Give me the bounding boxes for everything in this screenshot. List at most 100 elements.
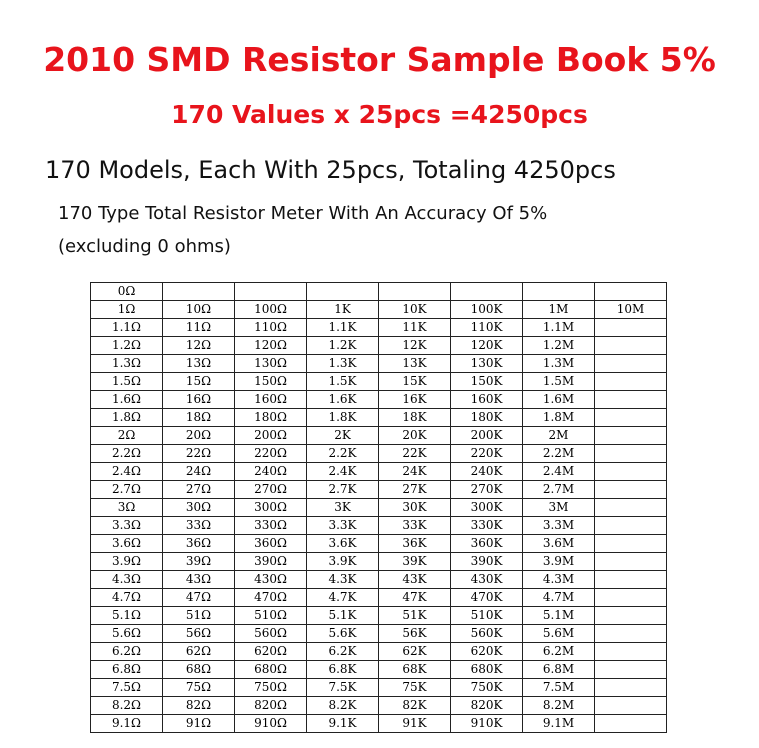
table-cell: 2.7M	[522, 480, 595, 499]
table-cell: 56Ω	[162, 624, 235, 643]
table-cell: 1.5M	[522, 372, 595, 391]
table-cell: 680K	[450, 660, 523, 679]
table-cell: 180Ω	[234, 408, 307, 427]
table-cell: 270Ω	[234, 480, 307, 499]
table-cell: 1.6M	[522, 390, 595, 409]
table-cell: 1.1K	[306, 318, 379, 337]
table-cell: 68Ω	[162, 660, 235, 679]
table-cell: 33K	[378, 516, 451, 535]
table-cell: 750Ω	[234, 678, 307, 697]
table-cell	[450, 282, 523, 301]
table-cell: 9.1M	[522, 714, 595, 733]
table-cell: 82Ω	[162, 696, 235, 715]
table-cell: 910K	[450, 714, 523, 733]
table-cell	[594, 354, 667, 373]
table-cell: 8.2K	[306, 696, 379, 715]
table-cell: 2.2K	[306, 444, 379, 463]
table-row: 1Ω 10Ω 100Ω 1K 10K 100K 1M 10M	[90, 300, 667, 319]
table-cell	[594, 336, 667, 355]
table-cell: 160K	[450, 390, 523, 409]
table-cell: 910Ω	[234, 714, 307, 733]
table-cell: 10K	[378, 300, 451, 319]
table-cell: 47Ω	[162, 588, 235, 607]
table-cell: 15Ω	[162, 372, 235, 391]
table-cell: 8.2Ω	[90, 696, 163, 715]
table-row: 2.2Ω 22Ω 220Ω 2.2K 22K 220K 2.2M	[90, 444, 667, 463]
table-cell: 6.8Ω	[90, 660, 163, 679]
table-cell: 6.2K	[306, 642, 379, 661]
table-cell: 47K	[378, 588, 451, 607]
table-cell: 240Ω	[234, 462, 307, 481]
table-cell	[378, 282, 451, 301]
table-cell: 1.1M	[522, 318, 595, 337]
table-cell: 3.6Ω	[90, 534, 163, 553]
table-row: 3.3Ω 33Ω 330Ω 3.3K 33K 330K 3.3M	[90, 516, 667, 535]
table-cell: 430K	[450, 570, 523, 589]
table-cell: 0Ω	[90, 282, 163, 301]
table-cell: 150Ω	[234, 372, 307, 391]
table-cell: 7.5Ω	[90, 678, 163, 697]
table-cell: 110K	[450, 318, 523, 337]
table-cell	[594, 696, 667, 715]
table-cell: 2.4M	[522, 462, 595, 481]
table-cell: 11Ω	[162, 318, 235, 337]
table-cell	[522, 282, 595, 301]
table-cell: 560Ω	[234, 624, 307, 643]
table-row: 2.4Ω 24Ω 240Ω 2.4K 24K 240K 2.4M	[90, 462, 667, 481]
table-cell: 4.3Ω	[90, 570, 163, 589]
table-cell: 18K	[378, 408, 451, 427]
table-cell: 200Ω	[234, 426, 307, 445]
table-cell: 1.2M	[522, 336, 595, 355]
table-cell: 12K	[378, 336, 451, 355]
table-cell: 470Ω	[234, 588, 307, 607]
table-cell: 6.8K	[306, 660, 379, 679]
table-cell: 1Ω	[90, 300, 163, 319]
description: (excluding 0 ohms)	[58, 236, 231, 257]
table-cell: 300Ω	[234, 498, 307, 517]
table-row: 5.1Ω 51Ω 510Ω 5.1K 51K 510K 5.1M	[90, 606, 667, 625]
table-cell: 470K	[450, 588, 523, 607]
table-cell	[594, 372, 667, 391]
table-cell: 2.2M	[522, 444, 595, 463]
table-cell	[306, 282, 379, 301]
table-cell: 3.9M	[522, 552, 595, 571]
table-cell: 4.7K	[306, 588, 379, 607]
table-row: 4.7Ω 47Ω 470Ω 4.7K 47K 470K 4.7M	[90, 588, 667, 607]
table-row: 9.1Ω 91Ω 910Ω 9.1K 91K 910K 9.1M	[90, 714, 667, 733]
table-cell: 6.2M	[522, 642, 595, 661]
table-cell: 1.3K	[306, 354, 379, 373]
table-cell: 360Ω	[234, 534, 307, 553]
table-cell	[594, 678, 667, 697]
table-cell: 39K	[378, 552, 451, 571]
table-cell: 13K	[378, 354, 451, 373]
table-row: 0Ω	[90, 282, 667, 301]
table-cell: 3.3Ω	[90, 516, 163, 535]
table-cell: 110Ω	[234, 318, 307, 337]
table-cell: 24Ω	[162, 462, 235, 481]
table-cell: 27K	[378, 480, 451, 499]
table-cell	[594, 408, 667, 427]
table-cell: 360K	[450, 534, 523, 553]
table-cell: 4.7M	[522, 588, 595, 607]
table-cell: 7.5K	[306, 678, 379, 697]
table-cell: 5.6K	[306, 624, 379, 643]
table-cell: 22K	[378, 444, 451, 463]
table-cell: 43Ω	[162, 570, 235, 589]
table-cell	[594, 516, 667, 535]
table-cell	[594, 498, 667, 517]
table-cell: 120K	[450, 336, 523, 355]
table-cell: 3.6M	[522, 534, 595, 553]
table-cell: 2.2Ω	[90, 444, 163, 463]
table-cell	[594, 552, 667, 571]
description: 170 Type Total Resistor Meter With An Ac…	[58, 203, 548, 224]
table-cell: 62Ω	[162, 642, 235, 661]
table-cell: 1.5Ω	[90, 372, 163, 391]
table-cell: 1.8M	[522, 408, 595, 427]
table-cell: 33Ω	[162, 516, 235, 535]
table-cell: 1.1Ω	[90, 318, 163, 337]
table-row: 1.3Ω 13Ω 130Ω 1.3K 13K 130K 1.3M	[90, 354, 667, 373]
table-cell	[594, 282, 667, 301]
table-cell: 3.3K	[306, 516, 379, 535]
table-row: 7.5Ω 75Ω 750Ω 7.5K 75K 750K 7.5M	[90, 678, 667, 697]
